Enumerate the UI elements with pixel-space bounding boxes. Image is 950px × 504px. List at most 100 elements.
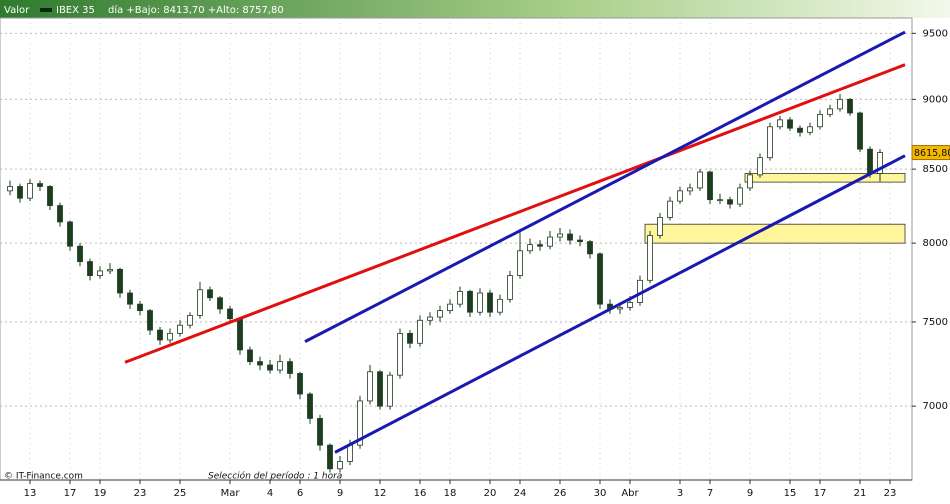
x-tick-label: 24 <box>514 488 527 499</box>
candle-body <box>267 364 273 371</box>
candle-body <box>667 200 673 218</box>
candle-body <box>187 315 193 326</box>
x-tick-label: Mar <box>221 488 241 499</box>
x-tick-label: 30 <box>594 488 607 499</box>
candle-body <box>397 332 403 376</box>
candle-body <box>877 152 883 174</box>
candle-body <box>47 186 53 206</box>
candle-body <box>827 108 833 115</box>
x-tick-label: 7 <box>707 488 713 499</box>
candle-body <box>87 261 93 277</box>
candle-body <box>537 244 543 247</box>
candle-body <box>387 374 393 407</box>
candle-body <box>477 292 483 313</box>
candle-body <box>447 303 453 311</box>
candle-body <box>147 310 153 331</box>
x-tick-label: 23 <box>884 488 897 499</box>
period: Selección del período : 1 hora <box>208 471 342 482</box>
trend-line <box>304 30 906 343</box>
candle-body <box>27 183 33 199</box>
candle-body <box>467 290 473 313</box>
x-tick-label: 26 <box>554 488 567 499</box>
candle-body <box>217 297 223 310</box>
candle-body <box>757 157 763 176</box>
candle-body <box>407 332 413 344</box>
candle-body <box>57 205 63 223</box>
y-tick-label: 8000 <box>923 238 948 249</box>
candle-body <box>437 310 443 318</box>
y-tick-label: 7000 <box>923 401 948 412</box>
candle-body <box>777 119 783 128</box>
candle-body <box>707 171 713 201</box>
candle-body <box>287 361 293 374</box>
candle-body <box>367 371 373 402</box>
x-tick-label: 9 <box>337 488 343 499</box>
x-tick-label: Abr <box>621 488 639 499</box>
x-tick-label: 21 <box>854 488 867 499</box>
candle-body <box>67 221 73 247</box>
candle-body <box>177 324 183 334</box>
x-tick-label: 15 <box>784 488 797 499</box>
candle-body <box>547 236 553 247</box>
zone <box>644 223 906 244</box>
candle-body <box>767 126 773 159</box>
x-tick-label: 17 <box>814 488 827 499</box>
candle-body <box>247 349 253 363</box>
candle-body <box>837 98 843 110</box>
trend-line <box>334 154 906 454</box>
candle-body <box>167 332 173 341</box>
candle-body <box>517 250 523 277</box>
x-tick-label: 19 <box>94 488 107 499</box>
header-label: Valor <box>4 5 30 16</box>
candle-body <box>587 241 593 255</box>
x-tick-label: 9 <box>747 488 753 499</box>
candle-body <box>207 289 213 299</box>
candle-body <box>117 268 123 294</box>
candle-body <box>577 239 583 243</box>
candle-body <box>557 233 563 238</box>
zone <box>744 173 906 183</box>
x-tick-label: 13 <box>24 488 37 499</box>
candle-body <box>197 289 203 316</box>
candle-body <box>597 253 603 305</box>
candle-body <box>77 245 83 262</box>
candle-body <box>127 292 133 305</box>
x-tick-label: 16 <box>414 488 427 499</box>
candle-body <box>717 199 723 202</box>
candle-body <box>677 190 683 202</box>
candle-body <box>817 113 823 128</box>
candle-body <box>297 373 303 395</box>
y-tick-label: 7500 <box>923 317 948 328</box>
candle-body <box>17 186 23 199</box>
candle-body <box>867 148 873 174</box>
candle-body <box>307 393 313 419</box>
x-tick-label: 25 <box>174 488 187 499</box>
candle-body <box>647 235 653 281</box>
plot-area <box>0 17 913 481</box>
candle-body <box>507 275 513 300</box>
candle-body <box>37 183 43 187</box>
candle-body <box>337 461 343 470</box>
candle-body <box>457 290 463 305</box>
y-tick-label: 8500 <box>923 164 948 175</box>
candle-body <box>237 318 243 351</box>
candle-body <box>157 329 163 341</box>
x-tick-label: 18 <box>444 488 457 499</box>
last-price-label: 8615,80 <box>914 148 950 159</box>
candle-body <box>807 126 813 133</box>
candle-body <box>627 302 633 308</box>
source: © IT-Finance.com <box>4 472 83 482</box>
y-tick-label: 9000 <box>923 94 948 105</box>
candle-body <box>657 217 663 236</box>
x-tick-label: 3 <box>677 488 683 499</box>
candle-body <box>347 444 353 462</box>
candle-body <box>227 308 233 320</box>
x-tick-label: 12 <box>374 488 387 499</box>
candle-body <box>857 112 863 150</box>
header-range: día +Bajo: 8413,70 +Alto: 8757,80 <box>108 4 284 16</box>
candle-body <box>527 244 533 252</box>
candle-body <box>107 268 113 272</box>
candle-body <box>137 303 143 311</box>
candle-body <box>257 361 263 366</box>
